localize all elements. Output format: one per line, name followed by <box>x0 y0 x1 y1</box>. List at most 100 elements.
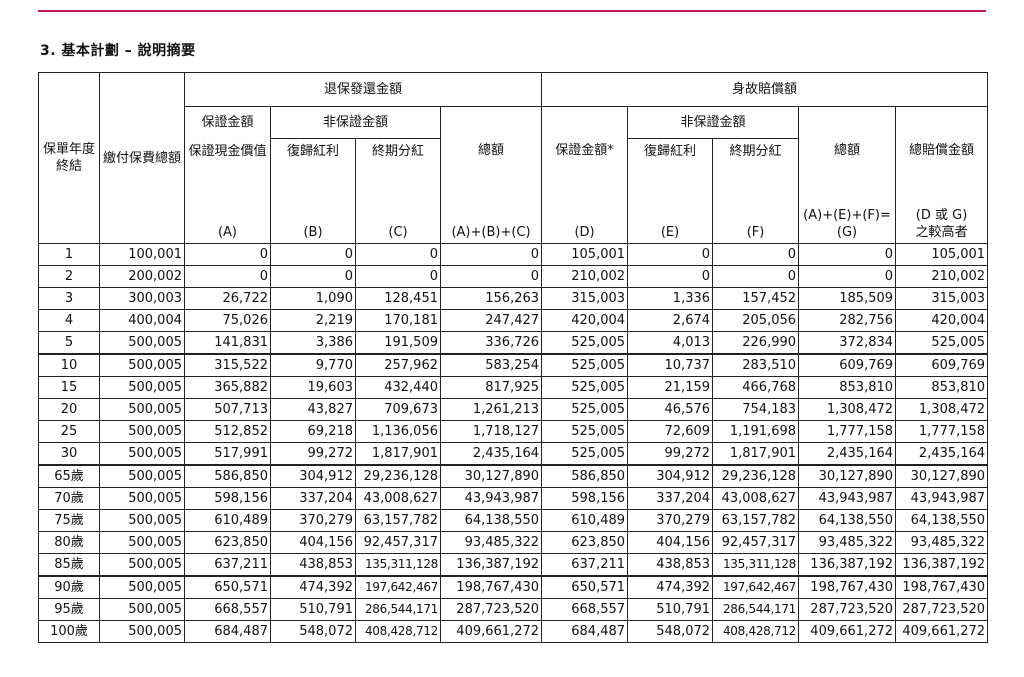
table-row: 5 500,005 141,831 3,386 191,509 336,726 525,00… <box>38 331 989 355</box>
cell-guaranteed-cash-value: 598,156 <box>184 487 271 510</box>
cell-reversionary-bonus: 474,392 <box>270 575 356 599</box>
table-row: 70歲 500,005 598,156 337,204 43,008,627 43,943… <box>38 487 989 510</box>
cell-surrender-total: 0 <box>439 265 543 288</box>
header-surrender-group: 退保發還金額 <box>183 72 543 107</box>
cell-year: 85歲 <box>38 553 100 577</box>
header-label-ABC: (A)+(B)+(C) <box>439 194 543 244</box>
cell-reversionary-bonus: 370,279 <box>270 509 356 532</box>
cell-premium-total: 500,005 <box>99 620 185 643</box>
cell-surrender-total: 336,726 <box>439 331 543 355</box>
header-year-end: 保單年度終結 <box>38 72 100 244</box>
cell-surrender-total: 1,718,127 <box>439 420 543 443</box>
cell-surrender-total: 2,435,164 <box>439 442 543 466</box>
header-label-D-or-G: (D 或 G) <box>915 208 968 223</box>
cell-terminal-dividend: 286,544,171 <box>355 598 441 621</box>
cell-guaranteed-cash-value: 315,522 <box>184 353 271 377</box>
cell-death-reversionary-bonus: 99,272 <box>627 442 714 466</box>
cell-reversionary-bonus: 337,204 <box>270 487 356 510</box>
header-non-guaranteed: 非保證金額 <box>270 106 441 139</box>
cell-year: 10 <box>38 353 100 377</box>
cell-guaranteed-cash-value: 610,489 <box>184 509 271 532</box>
cell-total-death-benefit: 2,435,164 <box>895 442 989 466</box>
cell-premium-total: 500,005 <box>99 598 185 621</box>
header-reversionary-bonus: 復歸紅利 <box>270 138 356 195</box>
cell-death-total: 30,127,890 <box>798 464 897 488</box>
cell-death-total: 198,767,430 <box>798 575 897 599</box>
cell-death-guaranteed: 105,001 <box>541 243 629 266</box>
cell-premium-total: 100,001 <box>99 243 185 266</box>
cell-total-death-benefit: 853,810 <box>895 376 989 399</box>
cell-reversionary-bonus: 0 <box>270 243 356 266</box>
cell-premium-total: 500,005 <box>99 420 185 443</box>
cell-death-total: 853,810 <box>798 376 897 399</box>
header-label-B: (B) <box>270 194 356 244</box>
header-label-G: (G) <box>836 225 858 240</box>
cell-surrender-total: 64,138,550 <box>439 509 543 532</box>
cell-guaranteed-cash-value: 684,487 <box>184 620 271 643</box>
header-terminal-dividend: 終期分紅 <box>355 138 441 195</box>
cell-terminal-dividend: 0 <box>355 243 441 266</box>
table-row: 25 500,005 512,852 69,218 1,136,056 1,718,127… <box>38 420 989 443</box>
cell-premium-total: 500,005 <box>99 553 185 577</box>
cell-year: 3 <box>38 287 100 310</box>
cell-surrender-total: 43,943,987 <box>439 487 543 510</box>
cell-year: 4 <box>38 309 100 332</box>
cell-premium-total: 500,005 <box>99 376 185 399</box>
cell-surrender-total: 93,485,322 <box>439 531 543 554</box>
cell-guaranteed-cash-value: 75,026 <box>184 309 271 332</box>
cell-year: 15 <box>38 376 100 399</box>
header-premium-total: 繳付保費總額 <box>99 72 185 244</box>
cell-death-guaranteed: 420,004 <box>541 309 629 332</box>
cell-terminal-dividend: 92,457,317 <box>355 531 441 554</box>
cell-reversionary-bonus: 510,791 <box>270 598 356 621</box>
cell-terminal-dividend: 170,181 <box>355 309 441 332</box>
cell-death-reversionary-bonus: 2,674 <box>627 309 714 332</box>
cell-terminal-dividend: 191,509 <box>355 331 441 355</box>
cell-reversionary-bonus: 304,912 <box>270 464 356 488</box>
cell-surrender-total: 198,767,430 <box>439 575 543 599</box>
cell-death-reversionary-bonus: 337,204 <box>627 487 714 510</box>
cell-death-total: 136,387,192 <box>798 553 897 577</box>
cell-death-guaranteed: 210,002 <box>541 265 629 288</box>
cell-death-guaranteed: 684,487 <box>541 620 629 643</box>
cell-reversionary-bonus: 1,090 <box>270 287 356 310</box>
cell-death-guaranteed: 610,489 <box>541 509 629 532</box>
cell-death-terminal-dividend: 466,768 <box>712 376 800 399</box>
cell-terminal-dividend: 432,440 <box>355 376 441 399</box>
cell-reversionary-bonus: 3,386 <box>270 331 356 355</box>
header-label-AEF: (A)+(E)+(F)= <box>803 208 891 223</box>
cell-year: 20 <box>38 398 100 421</box>
cell-guaranteed-cash-value: 623,850 <box>184 531 271 554</box>
cell-reversionary-bonus: 548,072 <box>270 620 356 643</box>
table-row: 3 300,003 26,722 1,090 128,451 156,263 315,003… <box>38 287 989 310</box>
header-guaranteed-cash-value: 保證現金價值 <box>184 138 271 195</box>
section-title: 3. 基本計劃 – 說明摘要 <box>40 43 196 59</box>
header-label-C: (C) <box>355 194 441 244</box>
cell-premium-total: 500,005 <box>99 575 185 599</box>
cell-death-total: 1,777,158 <box>798 420 897 443</box>
header-label-E: (E) <box>627 194 714 244</box>
cell-death-terminal-dividend: 135,311,128 <box>712 553 800 577</box>
cell-year: 80歲 <box>38 531 100 554</box>
cell-death-terminal-dividend: 283,510 <box>712 353 800 377</box>
cell-total-death-benefit: 315,003 <box>895 287 989 310</box>
cell-terminal-dividend: 0 <box>355 265 441 288</box>
cell-total-death-benefit: 420,004 <box>895 309 989 332</box>
cell-death-guaranteed: 525,005 <box>541 353 629 377</box>
cell-surrender-total: 583,254 <box>439 353 543 377</box>
cell-premium-total: 500,005 <box>99 442 185 466</box>
header-death-group: 身故賠償額 <box>541 72 989 107</box>
table-body: 1 100,001 0 0 0 0 105,001 0 0 0 105,001 2 200,002 0 0 0… <box>38 243 989 643</box>
cell-year: 25 <box>38 420 100 443</box>
cell-death-guaranteed: 623,850 <box>541 531 629 554</box>
cell-death-guaranteed: 525,005 <box>541 420 629 443</box>
cell-death-reversionary-bonus: 1,336 <box>627 287 714 310</box>
cell-total-death-benefit: 409,661,272 <box>895 620 989 643</box>
cell-total-death-benefit: 525,005 <box>895 331 989 355</box>
cell-reversionary-bonus: 69,218 <box>270 420 356 443</box>
cell-death-total: 185,509 <box>798 287 897 310</box>
cell-guaranteed-cash-value: 26,722 <box>184 287 271 310</box>
cell-total-death-benefit: 64,138,550 <box>895 509 989 532</box>
cell-death-total: 409,661,272 <box>798 620 897 643</box>
table-row: 100歲 500,005 684,487 548,072 408,428,712 409,… <box>38 620 989 643</box>
